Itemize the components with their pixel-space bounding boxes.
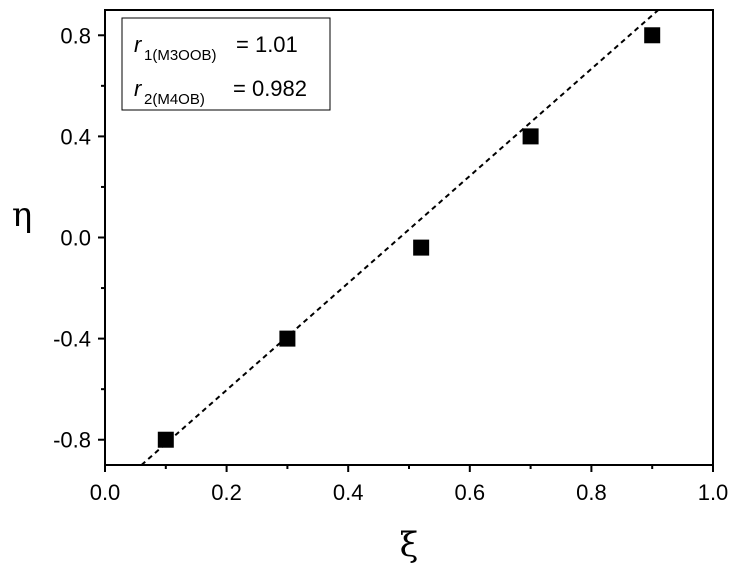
x-tick-label: 0.6	[455, 480, 486, 505]
data-point	[413, 239, 430, 256]
x-tick-label: 1.0	[698, 480, 729, 505]
annotation-symbol: r	[134, 32, 143, 57]
annotation-value: = 0.982	[233, 76, 307, 101]
y-tick-label: -0.8	[53, 428, 91, 453]
x-tick-label: 0.4	[333, 480, 364, 505]
x-tick-label: 0.2	[211, 480, 242, 505]
data-point	[157, 431, 174, 448]
data-point	[644, 27, 661, 44]
y-axis-title: η	[12, 195, 32, 235]
y-tick-label: 0.8	[60, 23, 91, 48]
y-tick-label: 0.0	[60, 226, 91, 251]
y-tick-label: -0.4	[53, 327, 91, 352]
data-point	[279, 330, 296, 347]
annotation-subscript: 1(M3OOB)	[144, 47, 217, 64]
y-tick-label: 0.4	[60, 124, 91, 149]
annotation-symbol: r	[134, 76, 143, 101]
x-axis-title: ξ	[400, 525, 419, 565]
data-point	[522, 128, 539, 145]
annotation-box	[121, 17, 331, 111]
x-tick-label: 0.0	[90, 480, 121, 505]
annotation-subscript: 2(M4OB)	[144, 91, 205, 108]
fit-line	[140, 9, 659, 466]
x-tick-label: 0.8	[576, 480, 607, 505]
annotation-value: = 1.01	[236, 32, 298, 57]
